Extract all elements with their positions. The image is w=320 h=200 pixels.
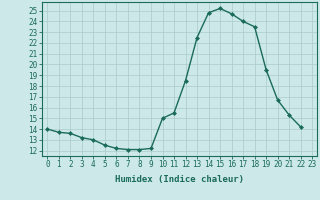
X-axis label: Humidex (Indice chaleur): Humidex (Indice chaleur) xyxy=(115,175,244,184)
